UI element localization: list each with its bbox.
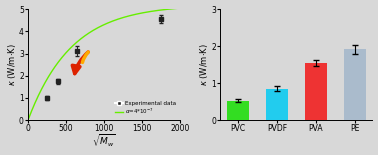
Bar <box>266 89 288 120</box>
Bar <box>344 49 366 120</box>
Y-axis label: $\kappa$ (W/m$\cdot$K): $\kappa$ (W/m$\cdot$K) <box>198 43 210 86</box>
X-axis label: $\sqrt{M_w}$: $\sqrt{M_w}$ <box>92 133 116 149</box>
Bar <box>227 101 249 120</box>
Legend: Experimental data, $\alpha$=4*10$^{-7}$: Experimental data, $\alpha$=4*10$^{-7}$ <box>114 100 177 117</box>
Bar <box>305 63 327 120</box>
Y-axis label: $\kappa$ (W/m$\cdot$K): $\kappa$ (W/m$\cdot$K) <box>6 43 17 86</box>
